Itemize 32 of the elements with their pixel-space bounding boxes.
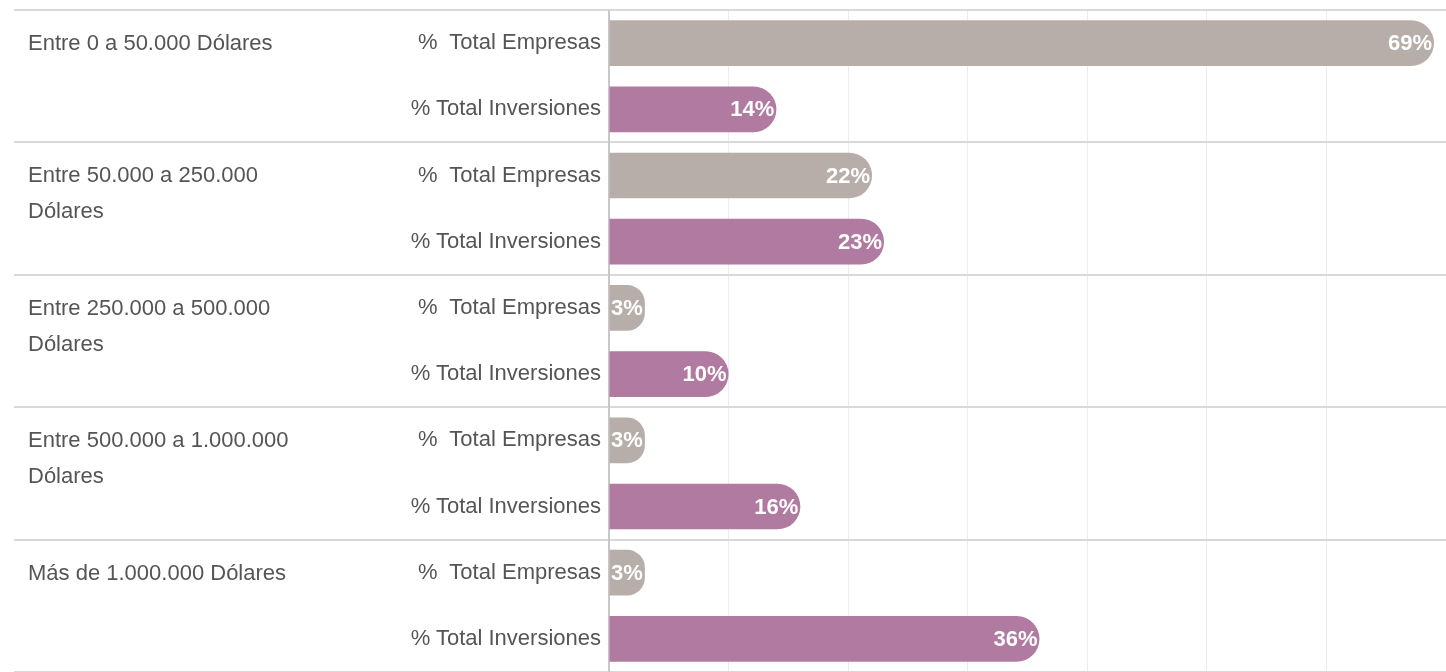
y-tick-label: Entre 250.000 a 500.000 Dólares [28,294,271,356]
y-tick-label: Entre 500.000 a 1.000.000 Dólares [28,427,289,489]
data-label: 69% [1388,30,1433,56]
text: % Total Inversiones [410,360,601,386]
y-tick-label: Más de 1.000.000 Dólares [28,559,287,585]
text: % Total Empresas [417,426,601,452]
bar [609,483,801,530]
data-label: 16% [754,493,799,519]
data-label: 14% [730,96,775,122]
text: % Total Inversiones [410,492,601,518]
data-label: 3% [611,427,643,453]
data-label: 3% [611,294,643,320]
series-label: % Total Empresas [417,29,601,55]
bar [609,20,1435,66]
y-tick-label: Entre 50.000 a 250.000 Dólares [28,162,258,224]
bar [609,218,885,265]
text: % Total Inversiones [410,227,601,253]
text: % Total Empresas [417,293,601,319]
data-label: 23% [837,228,883,254]
y-tick-label: Entre 0 a 50.000 Dólares [28,30,273,56]
bar [609,351,729,397]
data-label: 36% [993,625,1038,651]
text: % Total Empresas [417,161,601,187]
text: % Total Inversiones [410,624,601,650]
bar [609,616,1040,662]
data-label: 10% [682,361,727,387]
data-label: 22% [826,162,871,188]
data-label: 3% [611,559,643,585]
text: % Total Empresas [417,558,601,584]
bar [609,86,777,133]
bar [609,152,873,199]
series-label: % Total Inversiones [410,95,601,121]
